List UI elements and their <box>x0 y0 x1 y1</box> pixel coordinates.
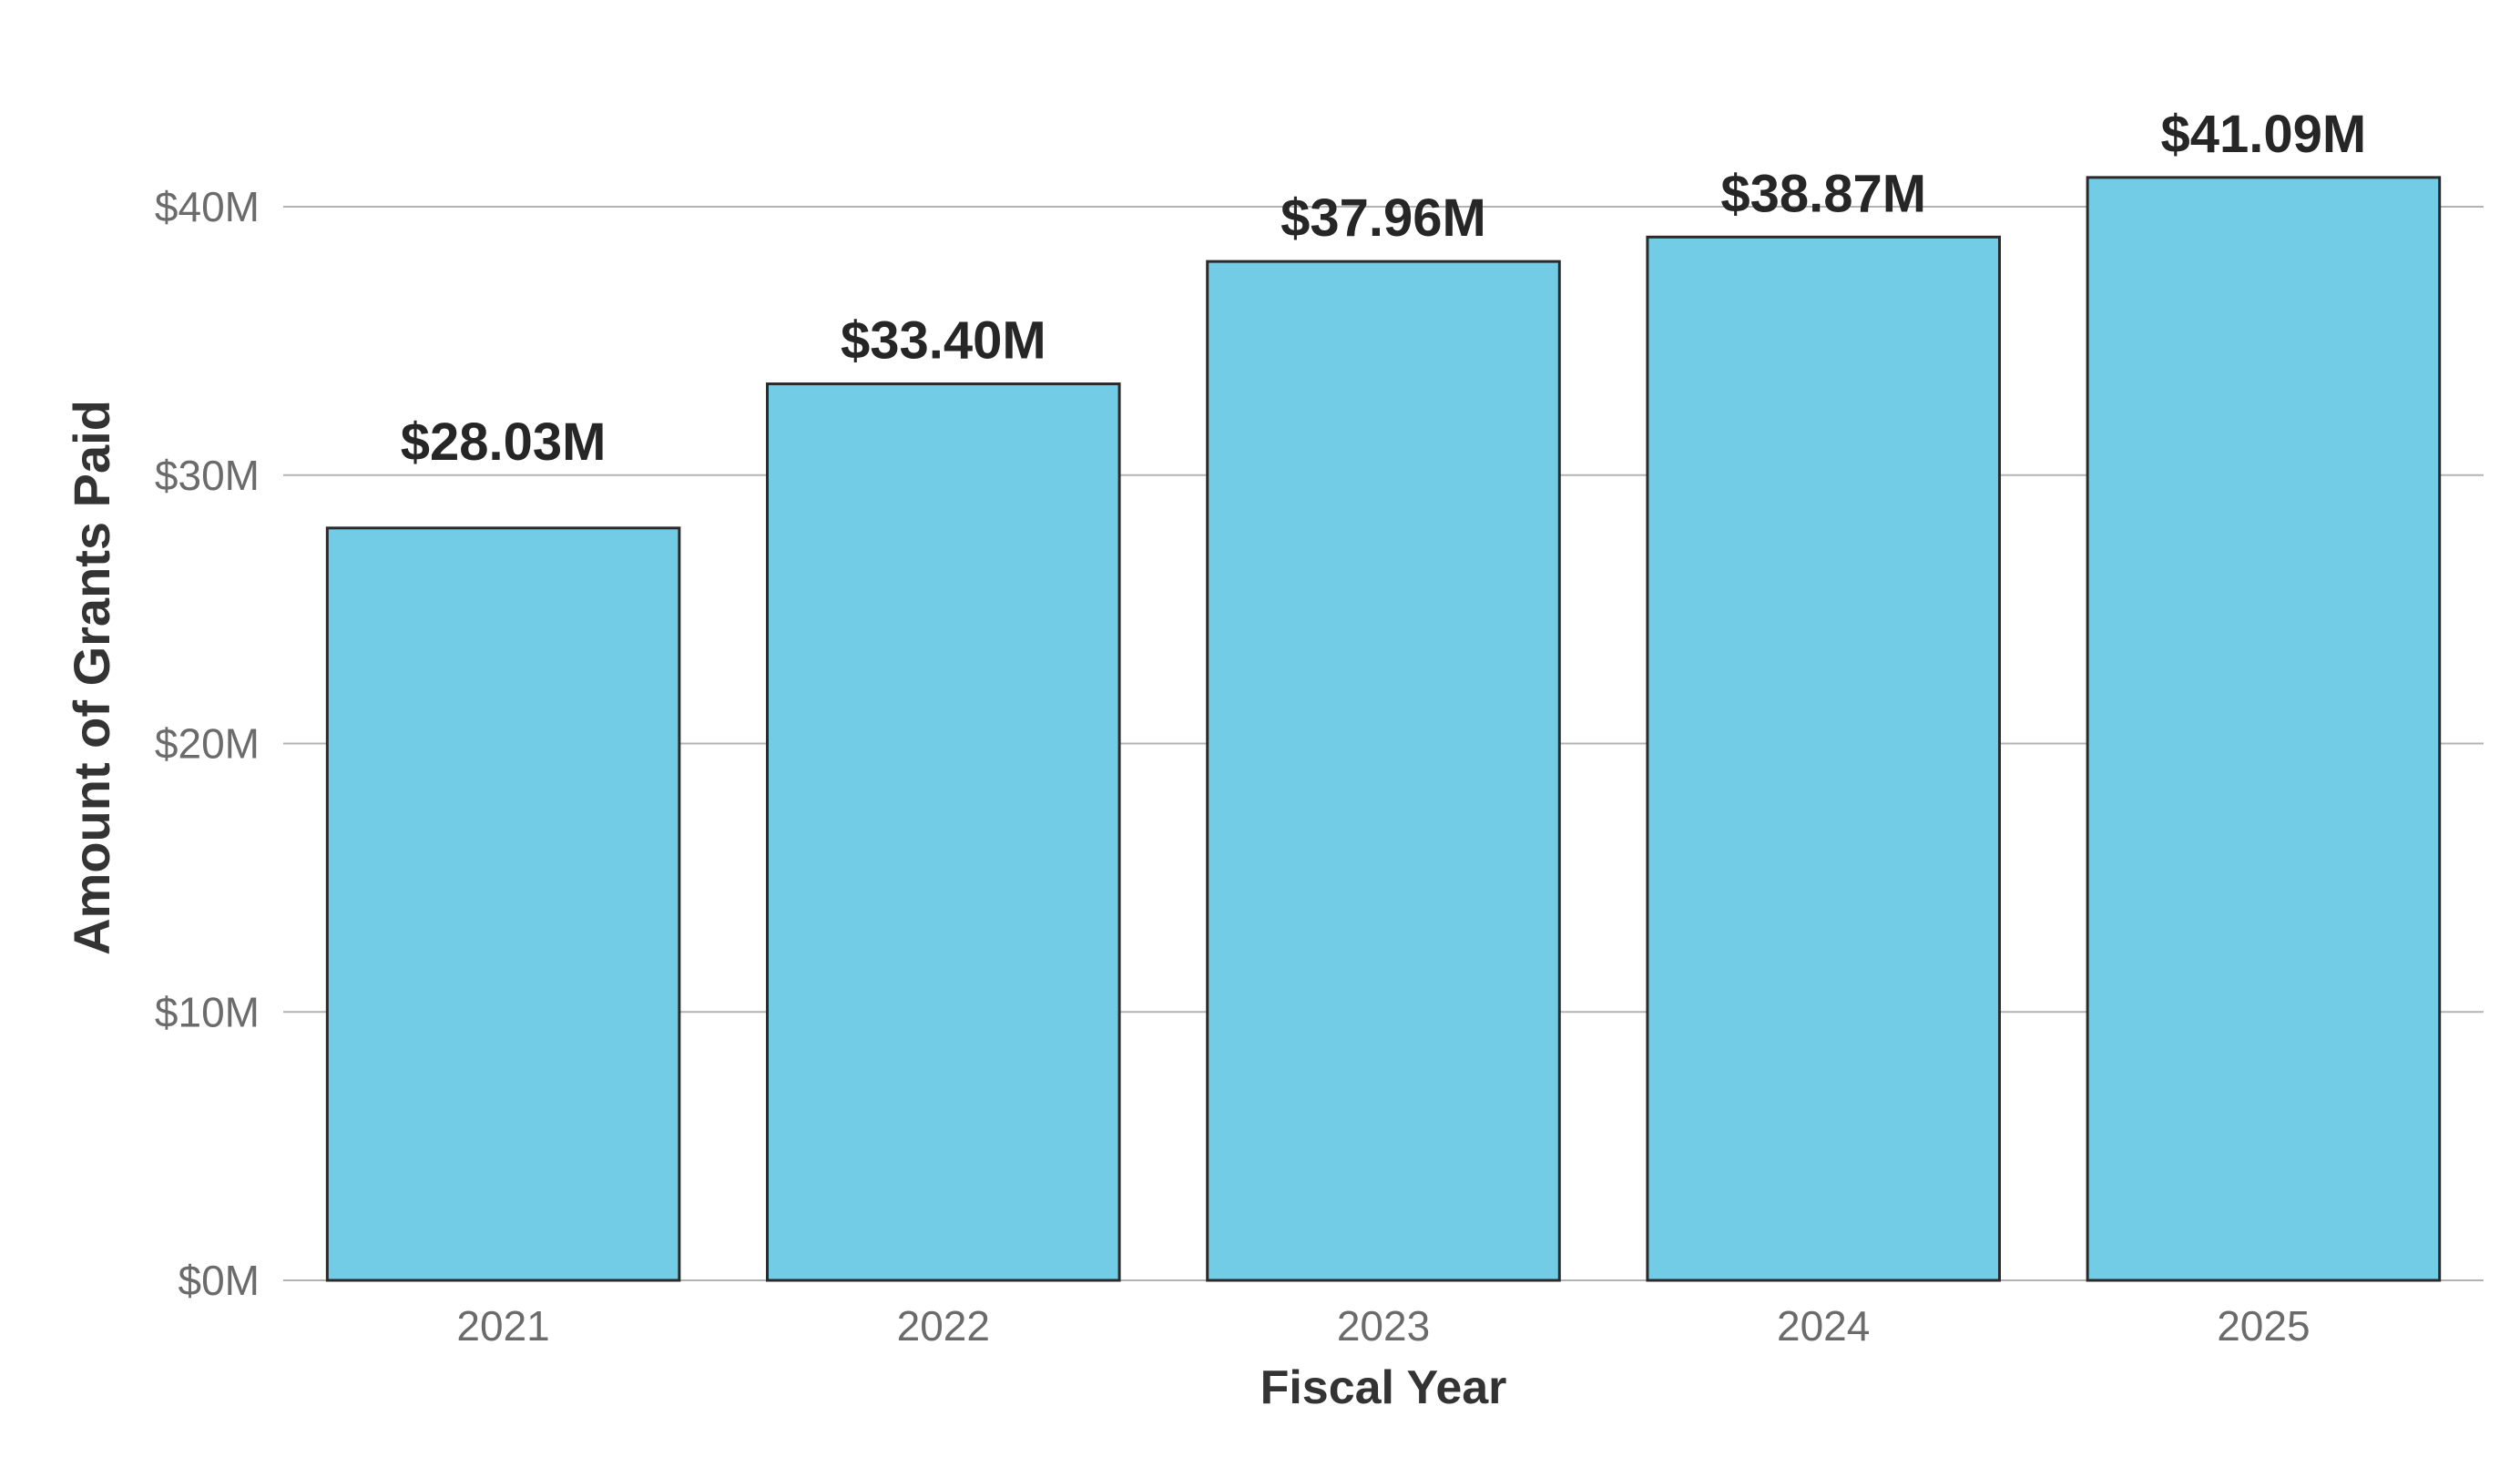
y-tick-label: $20M <box>155 720 260 768</box>
data-label: $41.09M <box>2161 105 2367 164</box>
y-tick-label: $0M <box>179 1257 260 1304</box>
x-tick-label: 2024 <box>1777 1302 1870 1350</box>
y-axis-ticks: $0M $10M $20M $30M $40M <box>155 183 260 1304</box>
x-tick-label: 2022 <box>897 1302 990 1350</box>
bar-2021 <box>325 526 681 1282</box>
y-axis-title: Amount of Grants Paid <box>63 400 120 955</box>
x-tick-label: 2021 <box>456 1302 549 1350</box>
bar-2022 <box>766 382 1121 1282</box>
data-label: $28.03M <box>401 413 607 472</box>
x-tick-label: 2023 <box>1337 1302 1430 1350</box>
data-label: $33.40M <box>841 311 1046 371</box>
bar-2023 <box>1206 260 1561 1282</box>
y-tick-label: $40M <box>155 183 260 230</box>
y-tick-label: $10M <box>155 988 260 1035</box>
bar-2025 <box>2086 176 2442 1282</box>
data-labels: $28.03M $33.40M $37.96M $38.87M $41.09M <box>401 105 2367 472</box>
x-axis-ticks: 2021 2022 2023 2024 2025 <box>456 1302 2310 1350</box>
data-label: $37.96M <box>1280 188 1486 248</box>
x-tick-label: 2025 <box>2217 1302 2310 1350</box>
x-axis-title: Fiscal Year <box>1260 1361 1507 1414</box>
bar-2024 <box>1646 235 2001 1282</box>
bars <box>325 176 2442 1282</box>
y-tick-label: $30M <box>155 452 260 499</box>
data-label: $38.87M <box>1720 164 1926 223</box>
